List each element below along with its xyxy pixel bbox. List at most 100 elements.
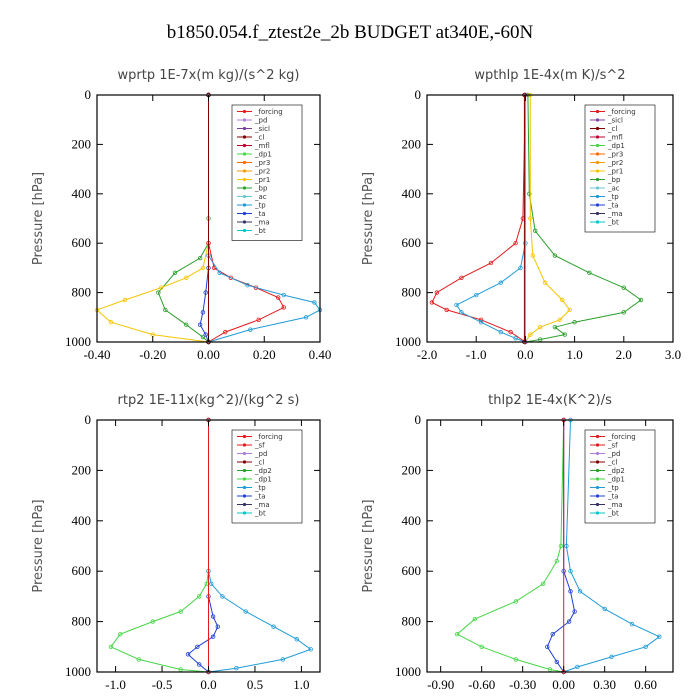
x-tick-label: 0.0 [200,677,216,692]
legend-marker [242,211,247,216]
y-tick-label: 1000 [65,664,91,679]
panel-title: thlp2 1E-4x(K^2)/s [488,393,612,408]
y-tick-label: 400 [402,513,422,528]
y-tick-label: 600 [402,235,422,250]
legend-label: _cl [607,459,617,467]
legend-marker [595,460,600,464]
data-point [220,594,225,599]
y-tick-label: 200 [72,462,92,477]
legend-marker [242,109,247,114]
data-point [498,280,503,285]
y-tick-label: 1000 [395,334,421,349]
data-point [245,282,250,288]
data-point [508,329,513,335]
y-tick-label: 0 [415,87,422,102]
legend-label: _sicl [254,125,270,133]
series-line-bp [525,94,642,343]
data-point [542,280,548,285]
x-tick-label: 0.00 [197,347,220,362]
legend-label: _pr1 [254,176,270,184]
legend-marker [242,152,247,156]
data-point [228,275,233,280]
x-tick-label: 0.60 [634,677,657,692]
data-point [118,632,123,637]
legend-marker [595,451,600,456]
legend-label: _mfl [254,142,270,150]
legend-marker [242,434,247,439]
legend-marker [242,118,247,122]
legend-marker [242,477,247,481]
x-tick-label: 1.0 [566,347,582,362]
data-point [434,290,440,295]
legend-marker [242,468,247,473]
y-tick-label: 1000 [395,664,421,679]
data-point [280,657,286,662]
data-point [281,292,286,298]
legend-marker [595,135,600,139]
legend-marker [595,211,600,216]
data-point [568,589,573,594]
panel-title: wprtp 1E-7x(m kg)/(s^2 kg) [118,68,300,83]
legend-label: _forcing [254,433,283,441]
series-line-ta [187,420,219,673]
data-point [513,657,519,662]
data-point [557,317,563,322]
data-point [294,637,299,642]
data-point [554,558,560,564]
legend-label: _ac [254,193,267,201]
legend-label: _ma [254,501,270,509]
legend-label: _pr3 [607,151,623,159]
legend-label: _bt [254,227,266,235]
data-point [217,270,222,276]
legend-label: _bt [254,510,266,518]
y-tick-label: 600 [72,563,92,578]
data-point [540,581,546,586]
data-point [572,320,577,325]
series-line-bp [157,95,209,343]
y-tick-label: 800 [402,285,422,300]
data-point [281,305,286,310]
data-point [528,216,533,221]
data-point [197,594,202,599]
x-tick-label: 0.5 [247,677,263,692]
data-point [638,297,644,303]
x-tick-label: 0.30 [593,677,616,692]
plot-frame [426,419,674,673]
data-point [560,297,565,303]
legend-box [584,104,656,233]
data-point [537,337,543,342]
data-point [528,332,533,337]
data-point [454,302,459,308]
data-point [210,614,216,619]
legend-label: _ma [607,210,623,218]
figure-title: b1850.054.f_ztest2e_2b BUDGET at340E,-60… [166,22,534,43]
data-point [203,290,208,295]
data-point [545,644,550,649]
data-point [572,609,577,614]
legend-marker [595,143,600,148]
legend-label: _cl [254,134,264,142]
legend-label: _pr2 [607,159,623,167]
data-point [459,275,464,280]
data-point [530,253,535,258]
y-tick-label: 0 [85,412,92,427]
data-point [223,329,228,335]
legend-label: _tp [254,484,266,492]
plot-frame [426,94,674,343]
y-axis-label: Pressure [hPa] [31,172,46,265]
data-point [275,295,281,300]
legend-marker [242,203,247,207]
data-point [554,659,560,665]
x-tick-label: -0.30 [509,677,536,692]
legend-marker [242,169,247,173]
data-point [621,310,626,315]
data-point [562,332,567,337]
legend-label: _dp1 [607,476,625,484]
chart-panel-1: wprtp 1E-7x(m kg)/(s^2 kg) Pressure [hPa]… [31,68,331,362]
legend-label: _ta [254,493,266,501]
data-point [575,664,580,670]
series-line-pr1 [96,95,209,343]
legend-marker [242,160,247,165]
data-point [156,290,161,295]
legend-label: _sicl [607,117,623,125]
